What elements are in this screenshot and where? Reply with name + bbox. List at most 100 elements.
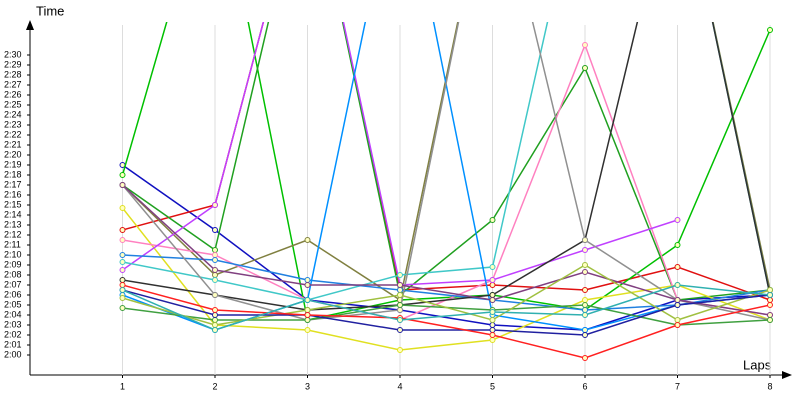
- y-tick-label: 2:04: [4, 309, 22, 319]
- point: [489, 217, 496, 223]
- y-tick-label: 2:22: [4, 129, 22, 139]
- point: [212, 292, 218, 298]
- point: [582, 65, 588, 71]
- point: [304, 317, 311, 323]
- point: [119, 182, 126, 188]
- point: [397, 302, 403, 308]
- y-tick-label: 2:12: [4, 229, 22, 239]
- point: [489, 322, 496, 328]
- series-line: [122, 254, 771, 311]
- y-tick-label: 2:20: [4, 149, 22, 159]
- point: [767, 302, 773, 308]
- point: [212, 252, 218, 258]
- y-tick-label: 2:15: [4, 199, 22, 209]
- point: [119, 282, 126, 288]
- point: [582, 287, 588, 293]
- point: [767, 27, 773, 33]
- point: [397, 272, 403, 278]
- point: [304, 237, 311, 243]
- y-arrow: [26, 20, 34, 30]
- point: [674, 242, 681, 248]
- point: [119, 205, 126, 211]
- x-tick-label: 8: [767, 381, 772, 391]
- point: [397, 317, 403, 323]
- point: [674, 217, 681, 223]
- y-tick-label: 2:21: [4, 139, 22, 149]
- point: [397, 287, 403, 293]
- y-tick-label: 2:02: [4, 329, 22, 339]
- y-tick-label: 2:09: [4, 259, 22, 269]
- series-line: [122, 284, 771, 331]
- y-tick-label: 2:11: [4, 239, 21, 249]
- point: [674, 282, 681, 288]
- y-tick-label: 2:30: [4, 49, 22, 59]
- point: [397, 282, 403, 288]
- point: [119, 172, 126, 178]
- point: [212, 247, 218, 253]
- y-tick-label: 2:05: [4, 299, 22, 309]
- point: [119, 305, 126, 311]
- point: [304, 312, 311, 318]
- point: [489, 327, 496, 333]
- point: [767, 297, 773, 303]
- point: [212, 267, 218, 273]
- x-tick-label: 4: [397, 381, 402, 391]
- y-tick-label: 2:29: [4, 59, 22, 69]
- y-tick-label: 2:27: [4, 79, 22, 89]
- point: [582, 42, 588, 48]
- y-tick-label: 2:28: [4, 69, 22, 79]
- y-tick-label: 2:10: [4, 249, 22, 259]
- series-line: [121, 184, 771, 316]
- point: [489, 332, 496, 338]
- series-line: [122, 164, 771, 331]
- y-tick-label: 2:24: [4, 109, 22, 119]
- point: [489, 282, 496, 288]
- series-line: [122, 22, 771, 311]
- point: [489, 277, 496, 283]
- point: [119, 252, 126, 258]
- point: [489, 297, 496, 303]
- point: [582, 237, 588, 243]
- point: [767, 292, 773, 298]
- series-line: [122, 22, 771, 301]
- series-line: [121, 22, 771, 321]
- point: [582, 247, 588, 253]
- point: [582, 269, 588, 275]
- point: [212, 257, 218, 263]
- point: [397, 347, 403, 353]
- y-tick-label: 2:07: [4, 279, 22, 289]
- y-tick-label: 2:25: [4, 99, 22, 109]
- point: [304, 307, 311, 313]
- point: [582, 327, 588, 333]
- point: [212, 307, 218, 313]
- grid: 2:002:012:022:032:042:052:062:072:082:09…: [4, 25, 773, 391]
- x-tick-label: 5: [490, 381, 495, 391]
- y-tick-label: 2:01: [4, 339, 22, 349]
- point: [582, 312, 588, 318]
- point: [119, 295, 126, 301]
- point: [304, 282, 311, 288]
- y-tick-label: 2:13: [4, 219, 22, 229]
- series-line: [121, 207, 771, 351]
- y-axis-label: Time: [36, 3, 64, 18]
- point: [304, 327, 311, 333]
- point: [212, 277, 218, 283]
- series-line: [122, 284, 771, 359]
- point: [119, 227, 126, 233]
- point: [489, 337, 496, 343]
- series-line: [121, 22, 771, 321]
- y-tick-label: 2:00: [4, 349, 22, 359]
- y-tick-label: 2:03: [4, 319, 22, 329]
- point: [489, 309, 496, 315]
- point: [212, 317, 218, 323]
- point: [582, 355, 588, 361]
- point: [119, 237, 126, 243]
- point: [212, 312, 218, 318]
- point: [674, 317, 681, 323]
- point: [119, 287, 126, 293]
- point: [119, 277, 126, 283]
- y-tick-label: 2:23: [4, 119, 22, 129]
- point: [582, 262, 588, 268]
- point: [489, 264, 496, 270]
- series-line: [122, 264, 771, 326]
